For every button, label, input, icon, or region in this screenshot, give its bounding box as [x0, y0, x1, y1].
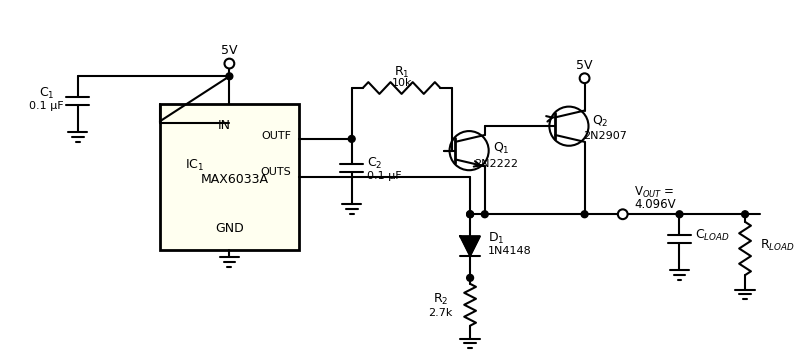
Text: V$_{OUT}$ =: V$_{OUT}$ = [634, 185, 675, 200]
Text: 5V: 5V [221, 44, 237, 57]
Circle shape [225, 59, 234, 68]
Text: 2N2222: 2N2222 [474, 159, 518, 169]
Text: GND: GND [215, 222, 244, 235]
Text: C$_1$: C$_1$ [38, 86, 54, 102]
Text: 10k: 10k [392, 78, 411, 88]
Text: 5V: 5V [576, 59, 593, 72]
Circle shape [481, 211, 488, 218]
Text: OUTS: OUTS [260, 167, 291, 177]
Text: D$_1$: D$_1$ [487, 231, 504, 246]
Circle shape [226, 73, 233, 80]
Text: IN: IN [218, 119, 231, 132]
Circle shape [676, 211, 683, 218]
Circle shape [741, 211, 749, 218]
Bar [160, 104, 299, 251]
Text: R$_1$: R$_1$ [394, 65, 409, 80]
Circle shape [348, 135, 355, 142]
Text: 1N4148: 1N4148 [487, 246, 531, 256]
Text: R$_2$: R$_2$ [433, 292, 448, 307]
Text: 4.096V: 4.096V [634, 198, 676, 211]
Polygon shape [460, 236, 480, 256]
Circle shape [467, 274, 474, 281]
Text: Q$_1$: Q$_1$ [493, 141, 509, 156]
Text: 0.1 µF: 0.1 µF [29, 101, 64, 111]
Circle shape [467, 211, 474, 218]
Text: IC$_1$: IC$_1$ [185, 158, 204, 173]
Text: R$_{LOAD}$: R$_{LOAD}$ [760, 238, 794, 253]
Circle shape [618, 210, 628, 219]
Text: Q$_2$: Q$_2$ [592, 114, 609, 129]
Text: OUTF: OUTF [261, 131, 291, 141]
Circle shape [580, 73, 590, 83]
Circle shape [467, 211, 474, 218]
Text: MAX6033A: MAX6033A [201, 172, 268, 185]
Text: 0.1 µF: 0.1 µF [368, 171, 402, 181]
Text: C$_2$: C$_2$ [368, 156, 383, 171]
Text: 2N2907: 2N2907 [583, 131, 627, 141]
Circle shape [581, 211, 588, 218]
Text: 2.7k: 2.7k [428, 307, 453, 318]
Text: C$_{LOAD}$: C$_{LOAD}$ [695, 228, 730, 243]
